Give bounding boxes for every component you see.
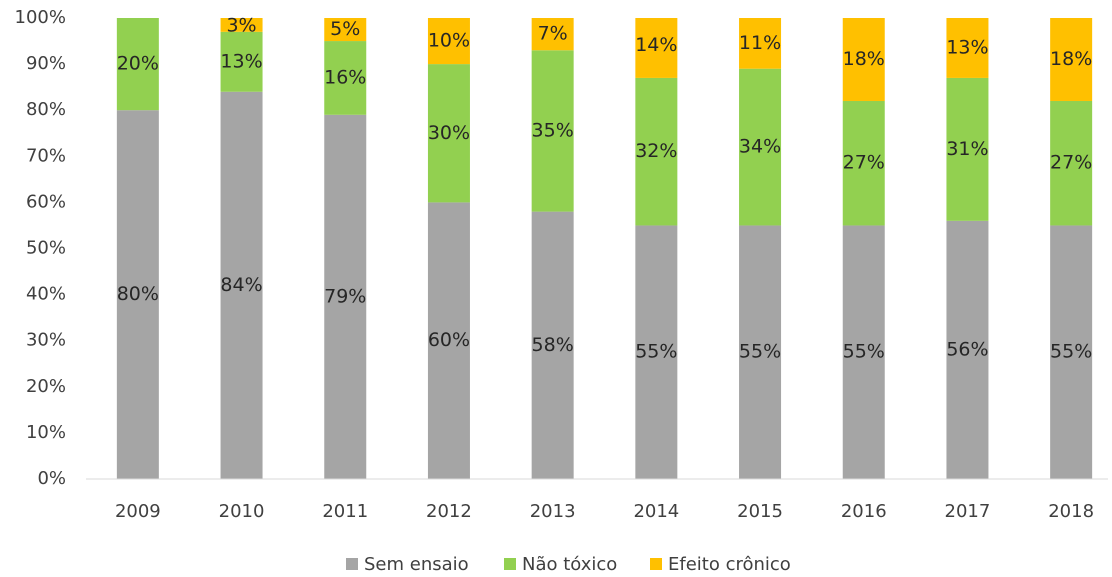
y-tick-label: 10%: [26, 422, 66, 443]
y-tick-label: 80%: [26, 99, 66, 120]
bar-segment: [531, 211, 574, 479]
bar-segment: [531, 50, 574, 212]
data-label: 58%: [532, 334, 574, 356]
data-label: 11%: [739, 32, 781, 54]
bar-segment: [427, 202, 470, 479]
y-tick-label: 30%: [26, 330, 66, 351]
legend-swatch: [650, 558, 662, 570]
x-tick-label: 2013: [530, 501, 576, 522]
data-label: 55%: [1050, 341, 1092, 363]
bars: [116, 18, 1093, 479]
y-tick-label: 100%: [15, 7, 66, 28]
data-label: 27%: [1050, 152, 1092, 174]
bar-segment: [531, 18, 574, 51]
data-label: 32%: [635, 140, 677, 162]
bar-segment: [220, 31, 263, 92]
data-label: 79%: [324, 285, 366, 307]
data-label: 34%: [739, 136, 781, 158]
x-tick-label: 2016: [841, 501, 887, 522]
bar-segment: [324, 114, 367, 479]
data-label: 55%: [635, 341, 677, 363]
bar-segment: [842, 100, 885, 226]
legend-label: Efeito crônico: [668, 554, 791, 575]
legend-label: Sem ensaio: [364, 554, 469, 575]
bar-segment: [842, 225, 885, 479]
legend-swatch: [346, 558, 358, 570]
bar-segment: [324, 41, 367, 115]
data-label: 3%: [226, 15, 256, 37]
x-tick-label: 2011: [322, 501, 368, 522]
bar-segment: [427, 18, 470, 65]
data-label: 5%: [330, 18, 360, 40]
bar-segment: [635, 225, 678, 479]
bar-segment: [1050, 225, 1093, 479]
data-label: 18%: [843, 48, 885, 70]
data-label: 18%: [1050, 48, 1092, 70]
data-label: 80%: [117, 283, 159, 305]
y-tick-label: 50%: [26, 238, 66, 259]
legend-label: Não tóxico: [522, 554, 617, 575]
x-tick-label: 2012: [426, 501, 472, 522]
bar-segment: [739, 68, 782, 226]
x-tick-label: 2014: [633, 501, 679, 522]
data-label: 56%: [946, 338, 988, 360]
bar-segment: [220, 18, 263, 32]
bar-segment: [324, 18, 367, 42]
data-label: 27%: [843, 152, 885, 174]
bar-segment: [946, 77, 989, 221]
data-label: 55%: [843, 341, 885, 363]
bar-segment: [427, 64, 470, 203]
bar-segment: [739, 18, 782, 69]
data-label: 13%: [946, 36, 988, 58]
bar-segment: [946, 220, 989, 479]
y-tick-label: 0%: [37, 468, 66, 489]
x-tick-label: 2015: [737, 501, 783, 522]
data-label: 84%: [220, 274, 262, 296]
bar-segment: [1050, 100, 1093, 226]
bar-segment: [116, 110, 159, 479]
y-tick-label: 20%: [26, 376, 66, 397]
legend-swatch: [504, 558, 516, 570]
bar-segment: [1050, 18, 1093, 101]
x-tick-label: 2009: [115, 501, 161, 522]
bar-segment: [220, 91, 263, 479]
data-label: 7%: [538, 23, 568, 45]
data-label: 60%: [428, 329, 470, 351]
y-tick-label: 70%: [26, 145, 66, 166]
data-label: 30%: [428, 122, 470, 144]
y-tick-label: 40%: [26, 284, 66, 305]
data-label: 10%: [428, 30, 470, 52]
data-label: 16%: [324, 66, 366, 88]
data-label: 55%: [739, 341, 781, 363]
data-label: 13%: [220, 50, 262, 72]
x-tick-label: 2017: [945, 501, 991, 522]
bar-segment: [842, 18, 885, 101]
x-tick-label: 2018: [1048, 501, 1094, 522]
data-label: 31%: [946, 138, 988, 160]
data-label: 35%: [532, 119, 574, 141]
bar-segment: [635, 18, 678, 78]
bar-segment: [635, 77, 678, 226]
y-tick-label: 90%: [26, 53, 66, 74]
y-tick-label: 60%: [26, 191, 66, 212]
bar-segment: [116, 18, 159, 111]
data-label: 20%: [117, 53, 159, 75]
bar-segment: [739, 225, 782, 479]
bar-segment: [946, 18, 989, 78]
x-tick-label: 2010: [219, 501, 265, 522]
data-label: 14%: [635, 34, 677, 56]
